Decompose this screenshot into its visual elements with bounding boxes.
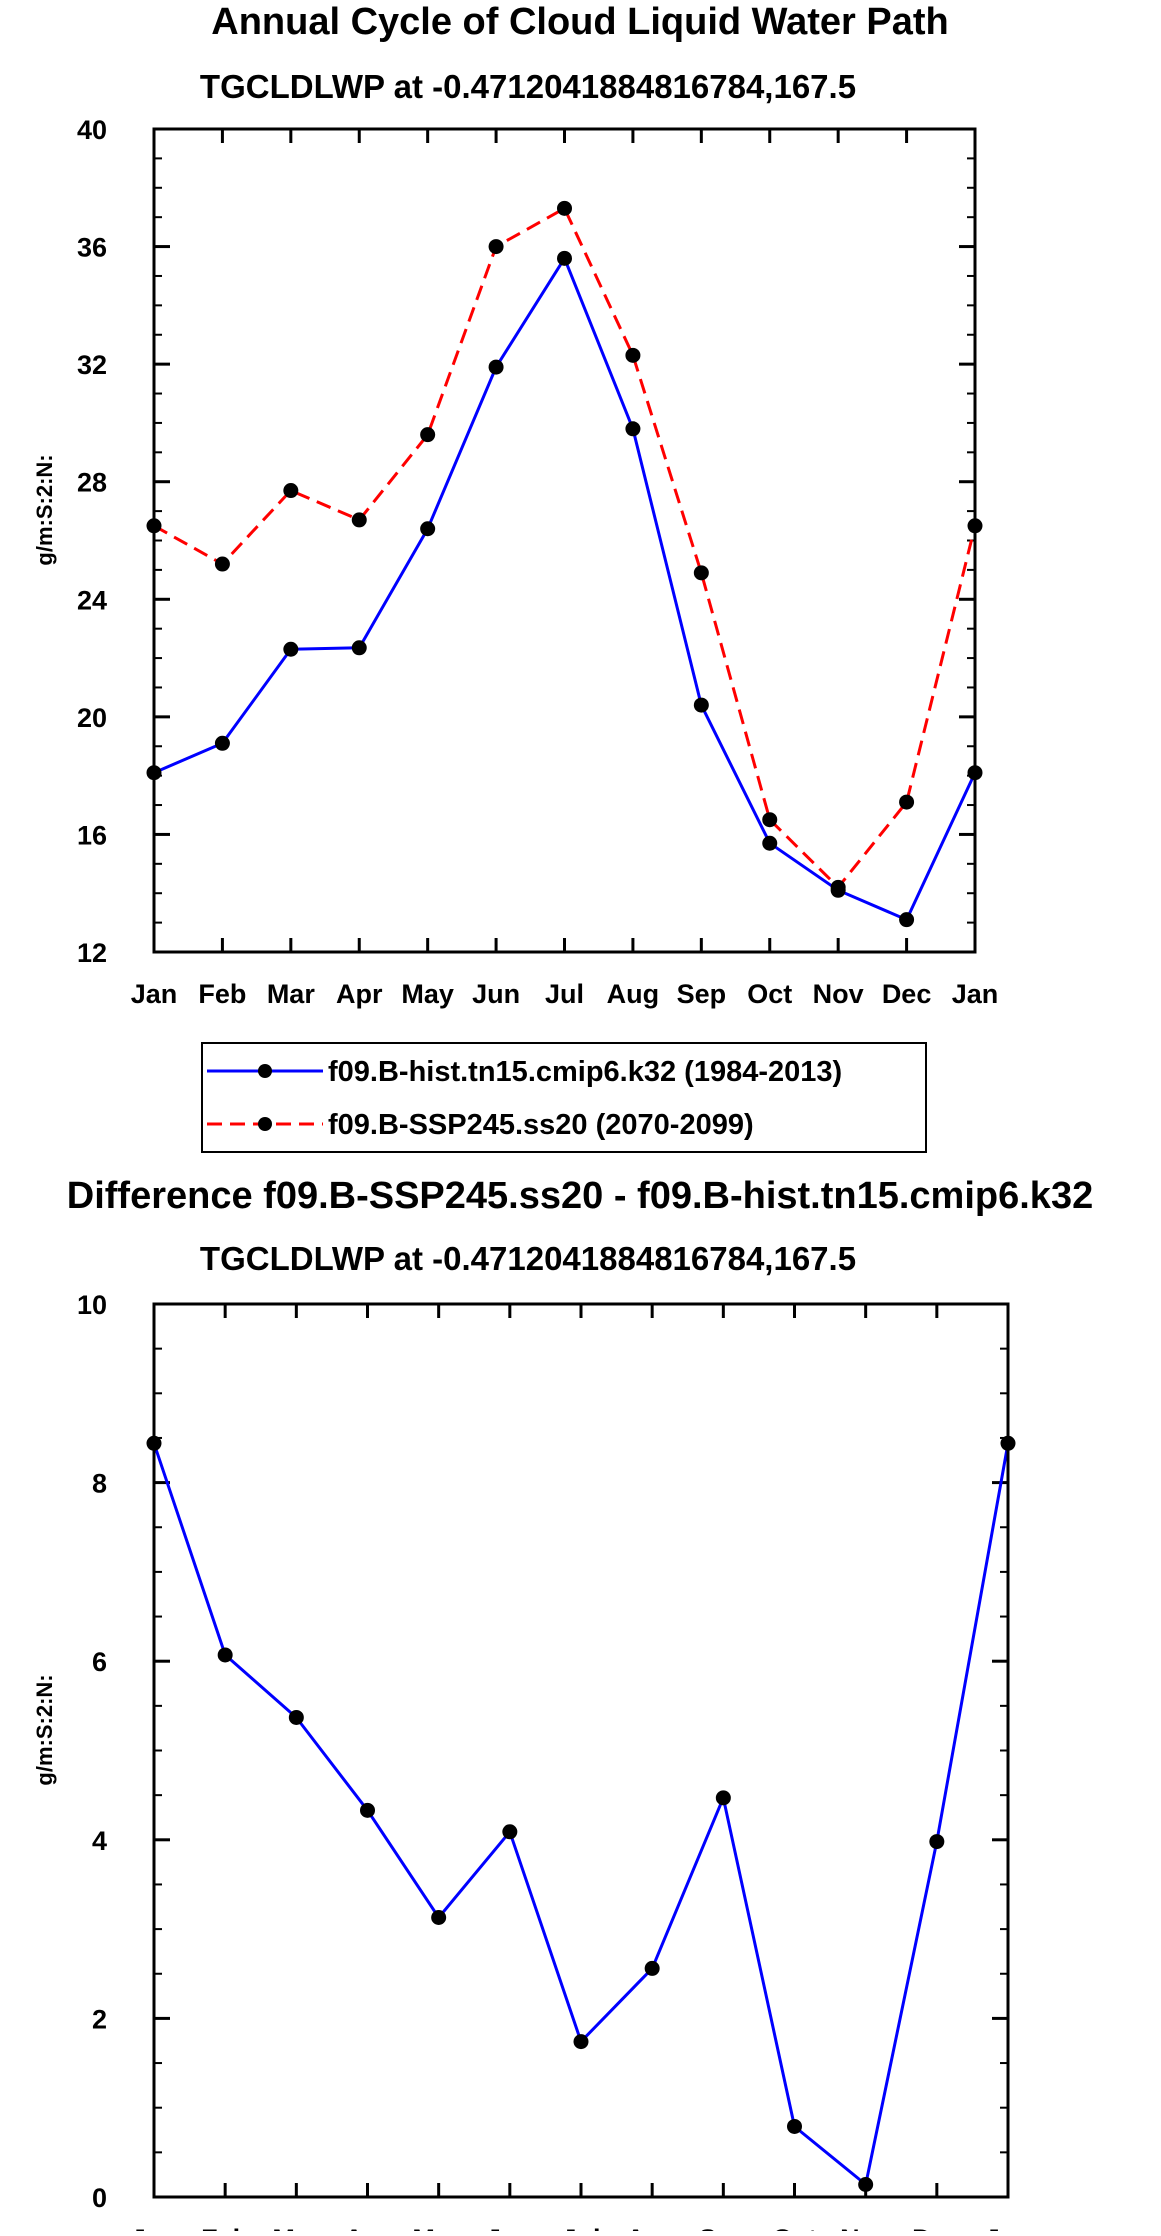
chart1-xtick-label-0: Jan [131, 979, 178, 1009]
chart1-xtick-label-7: Aug [607, 979, 659, 1009]
chart1-ylabel: g/m:S:2:N: [32, 454, 57, 565]
chart1-series-line-f09-b-ssp245-ss20-2070-2099 [153, 206, 977, 889]
chart1-point-f09-b-ssp245-ss20-2070-2099-11 [899, 794, 915, 810]
chart2-point-difference-8 [715, 1790, 731, 1806]
chart1-point-f09-b-hist-tn15-cmip6-k32-1984-2013-9 [762, 835, 778, 851]
chart2-xtick-label-3: Apr [344, 2224, 391, 2231]
chart1-point-f09-b-ssp245-ss20-2070-2099-1 [214, 556, 230, 572]
chart2-ytick-label-3: 6 [92, 1647, 107, 1677]
chart2-ytick-label-2: 4 [92, 1826, 107, 1856]
chart2-ytick-label-1: 2 [92, 2004, 107, 2034]
legend-marker-ssp [258, 1117, 272, 1131]
chart1-point-f09-b-hist-tn15-cmip6-k32-1984-2013-8 [693, 697, 709, 713]
chart1-point-f09-b-hist-tn15-cmip6-k32-1984-2013-11 [899, 912, 915, 928]
chart2-xtick-label-9: Oct [772, 2224, 817, 2231]
chart1-point-f09-b-ssp245-ss20-2070-2099-3 [351, 512, 367, 528]
chart2-ytick-label-4: 8 [92, 1469, 107, 1499]
legend-item-ssp: f09.B-SSP245.ss20 (2070-2099) [207, 1109, 754, 1141]
chart1-point-f09-b-ssp245-ss20-2070-2099-2 [283, 483, 299, 499]
chart1-point-f09-b-ssp245-ss20-2070-2099-8 [693, 565, 709, 581]
chart2-point-difference-10 [858, 2176, 874, 2192]
chart2-point-difference-4 [431, 1909, 447, 1925]
chart1-point-f09-b-hist-tn15-cmip6-k32-1984-2013-1 [214, 735, 230, 751]
chart1-xtick-label-6: Jul [545, 979, 584, 1009]
chart2-point-difference-5 [502, 1824, 518, 1840]
chart1-ticks: Jan Feb Mar Apr May Jun Jul Aug Sep Oct Nov Dec Jan 1… [77, 115, 998, 1009]
chart1-ytick-label-0: 12 [77, 938, 107, 968]
chart2-xtick-label-2: Mar [272, 2224, 321, 2231]
legend-item-hist: f09.B-hist.tn15.cmip6.k32 (1984-2013) [207, 1056, 842, 1088]
chart1-ytick-label-3: 24 [77, 585, 107, 615]
chart1-xtick-label-12: Jan [952, 979, 999, 1009]
chart1-xtick-label-11: Dec [882, 979, 932, 1009]
chart2-point-difference-3 [360, 1802, 375, 1818]
chart1-xtick-label-4: May [401, 979, 454, 1009]
chart2-ticks: Jan Feb Mar Apr May Jun Jul Aug Sep Oct Nov Dec Jan 0… [77, 1290, 1032, 2236]
chart1-ytick-label-1: 16 [77, 820, 107, 850]
chart1-point-f09-b-ssp245-ss20-2070-2099-5 [488, 239, 504, 255]
chart2-xtick-label-5: Jun [486, 2224, 534, 2231]
chart1-ytick-label-2: 20 [77, 703, 107, 733]
chart1-point-f09-b-ssp245-ss20-2070-2099-4 [420, 427, 436, 443]
chart2-point-difference-2 [288, 1709, 304, 1725]
chart2-xtick-label-4: May [412, 2224, 465, 2231]
chart1-point-f09-b-hist-tn15-cmip6-k32-1984-2013-2 [283, 641, 299, 657]
chart2-point-difference-7 [644, 1960, 660, 1976]
legend-label-hist: f09.B-hist.tn15.cmip6.k32 (1984-2013) [328, 1056, 842, 1088]
chart1-xtick-label-5: Jun [472, 979, 520, 1009]
chart2-point-difference-6 [573, 2034, 589, 2050]
chart1-point-f09-b-ssp245-ss20-2070-2099-6 [557, 200, 572, 216]
chart2-xtick-label-8: Sep [699, 2224, 749, 2231]
chart2-ytick-label-0: 0 [92, 2183, 107, 2213]
chart2-xtick-label-11: Dec [912, 2224, 962, 2231]
chart-difference: Difference f09.B-SSP245.ss20 - f09.B-his… [32, 1175, 1093, 2236]
chart1-xtick-label-3: Apr [336, 979, 383, 1009]
chart2-point-difference-1 [217, 1647, 233, 1663]
chart2-series-line-difference [152, 1442, 1010, 2186]
chart1-point-f09-b-ssp245-ss20-2070-2099-9 [762, 812, 778, 828]
chart2-xtick-label-1: Feb [201, 2224, 249, 2231]
chart2-ylabel: g/m:S:2:N: [32, 1674, 57, 1785]
chart2-series [146, 1435, 1016, 2192]
chart2-xtick-label-0: Jan [131, 2224, 178, 2231]
legend-marker-hist [258, 1064, 272, 1078]
legend-box [201, 1042, 927, 1153]
chart1-xtick-label-1: Feb [198, 979, 246, 1009]
chart1-point-f09-b-hist-tn15-cmip6-k32-1984-2013-3 [351, 640, 367, 656]
chart1-point-f09-b-ssp245-ss20-2070-2099-10 [830, 879, 846, 895]
chart1-legend: f09.B-hist.tn15.cmip6.k32 (1984-2013) f0… [201, 1042, 927, 1153]
chart1-series [146, 200, 983, 928]
chart1-point-f09-b-hist-tn15-cmip6-k32-1984-2013-7 [625, 421, 641, 437]
chart1-ytick-label-4: 28 [77, 468, 107, 498]
chart2-title: Difference f09.B-SSP245.ss20 - f09.B-his… [67, 1175, 1093, 1217]
chart1-xtick-label-2: Mar [267, 979, 316, 1009]
legend-label-ssp: f09.B-SSP245.ss20 (2070-2099) [328, 1109, 754, 1141]
chart1-point-f09-b-hist-tn15-cmip6-k32-1984-2013-6 [557, 250, 572, 266]
chart2-point-difference-9 [787, 2118, 802, 2134]
chart1-series-line-f09-b-hist-tn15-cmip6-k32-1984-2013 [153, 256, 977, 922]
chart1-xtick-label-9: Oct [747, 979, 792, 1009]
chart2-subtitle: TGCLDLWP at -0.4712041884816784,167.5 [200, 1240, 856, 1277]
chart2-plot-frame [152, 1302, 1010, 2199]
chart1-ytick-label-5: 32 [77, 350, 107, 380]
chart1-title: Annual Cycle of Cloud Liquid Water Path [211, 1, 949, 43]
chart2-ytick-label-5: 10 [77, 1290, 107, 1320]
chart1-point-f09-b-ssp245-ss20-2070-2099-7 [625, 347, 641, 363]
chart-annual-cycle: Annual Cycle of Cloud Liquid Water Path … [32, 1, 998, 1153]
chart1-ytick-label-7: 40 [77, 115, 107, 145]
chart1-xtick-label-10: Nov [813, 979, 864, 1009]
chart2-xtick-label-7: Aug [626, 2224, 678, 2231]
chart1-xtick-label-8: Sep [677, 979, 727, 1009]
chart2-xtick-label-10: Nov [840, 2224, 891, 2231]
chart1-plot-frame [152, 127, 977, 954]
chart2-point-difference-11 [929, 1834, 945, 1850]
chart2-xtick-label-6: Jul [561, 2224, 600, 2231]
chart2-xtick-label-12: Jan [985, 2224, 1032, 2231]
chart1-subtitle: TGCLDLWP at -0.4712041884816784,167.5 [200, 68, 856, 105]
chart1-point-f09-b-hist-tn15-cmip6-k32-1984-2013-4 [420, 521, 436, 537]
chart1-ytick-label-6: 36 [77, 233, 107, 263]
chart1-point-f09-b-hist-tn15-cmip6-k32-1984-2013-5 [488, 359, 504, 375]
